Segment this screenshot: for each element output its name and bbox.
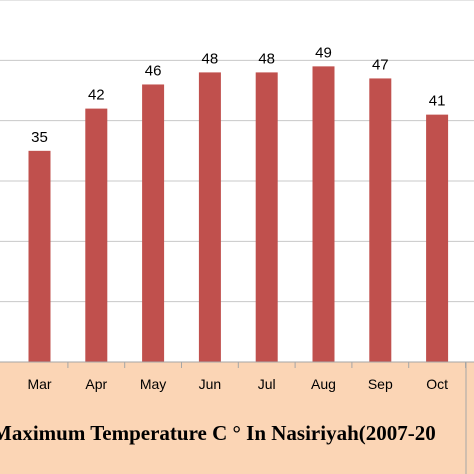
bar-jul: [255, 72, 278, 363]
category-label-jun: Jun: [199, 376, 222, 392]
chart-title: Maximum Temperature C ° In Nasiriyah(200…: [0, 421, 436, 445]
bar-jun: [198, 72, 221, 363]
data-label-jun: 48: [202, 50, 219, 67]
category-labels-group: Mar Apr May Jun Jul Aug Sep Oct: [27, 362, 466, 392]
data-label-jul: 48: [258, 50, 275, 67]
bar-oct: [426, 114, 449, 362]
bar-may: [142, 84, 165, 362]
gridlines: [0, 0, 474, 303]
data-label-may: 46: [145, 62, 162, 79]
category-label-may: May: [140, 376, 166, 392]
bar-apr: [85, 108, 108, 362]
axis-band: [0, 362, 474, 474]
bar-sep: [369, 78, 392, 362]
data-label-sep: 47: [372, 56, 389, 73]
category-label-mar: Mar: [27, 376, 51, 392]
data-label-aug: 49: [315, 44, 332, 61]
bar-mar: [28, 150, 51, 362]
category-label-apr: Apr: [85, 376, 107, 392]
category-label-sep: Sep: [368, 376, 393, 392]
data-label-mar: 35: [31, 129, 48, 146]
data-labels-group: 35 42 46 48 48 49 47 41: [31, 44, 445, 145]
category-label-aug: Aug: [311, 376, 336, 392]
bar-aug: [312, 66, 335, 362]
category-label-jul: Jul: [258, 376, 276, 392]
category-label-oct: Oct: [426, 376, 448, 392]
bars-group: [28, 66, 449, 363]
data-label-apr: 42: [88, 87, 105, 104]
data-label-oct: 41: [429, 93, 446, 110]
